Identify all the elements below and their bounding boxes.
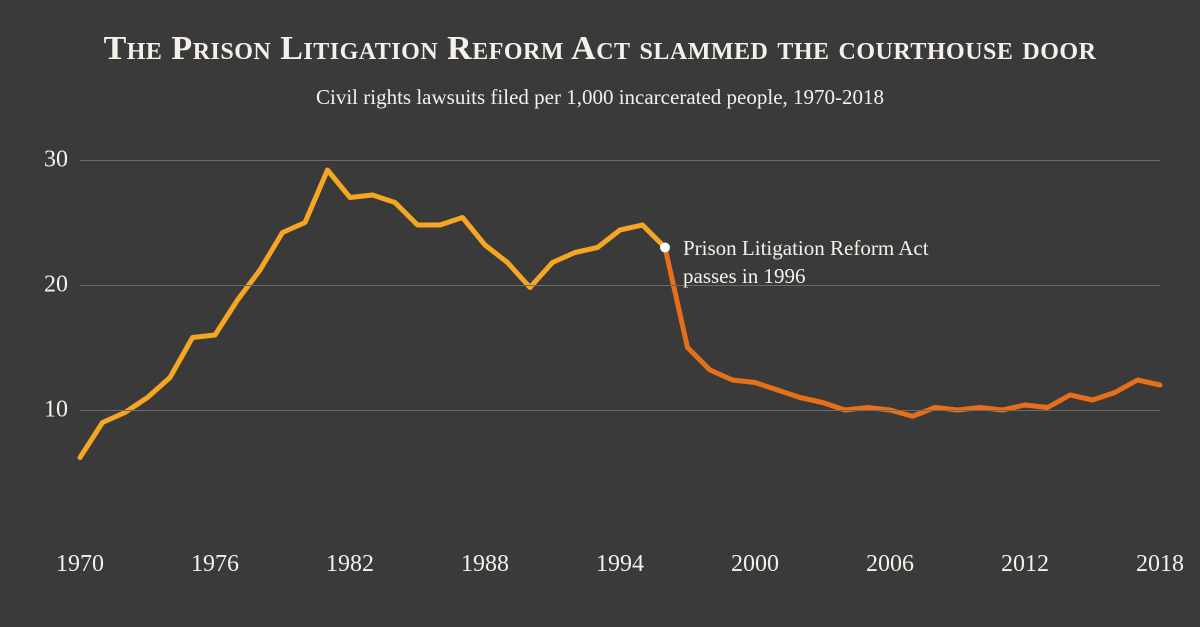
gridline xyxy=(80,285,1160,286)
x-axis-label: 2000 xyxy=(731,551,779,578)
x-axis-label: 2018 xyxy=(1136,551,1184,578)
gridline xyxy=(80,160,1160,161)
plot-area: 1020301970197619821988199420002006201220… xyxy=(80,135,1160,535)
x-axis-label: 1970 xyxy=(56,551,104,578)
x-axis-label: 2006 xyxy=(866,551,914,578)
x-axis-label: 2012 xyxy=(1001,551,1049,578)
y-axis-label: 20 xyxy=(44,272,68,299)
annotation-dot xyxy=(660,243,670,253)
annotation-label: Prison Litigation Reform Act passes in 1… xyxy=(683,234,929,291)
x-axis-label: 1994 xyxy=(596,551,644,578)
gridline xyxy=(80,410,1160,411)
line-layer xyxy=(80,135,1160,535)
y-axis-label: 10 xyxy=(44,397,68,424)
x-axis-label: 1988 xyxy=(461,551,509,578)
x-axis-label: 1982 xyxy=(326,551,374,578)
series-pre-1996 xyxy=(80,170,665,458)
chart-title: The Prison Litigation Reform Act slammed… xyxy=(0,30,1200,68)
x-axis-label: 1976 xyxy=(191,551,239,578)
chart-container: The Prison Litigation Reform Act slammed… xyxy=(0,0,1200,627)
chart-subtitle: Civil rights lawsuits filed per 1,000 in… xyxy=(0,85,1200,110)
y-axis-label: 30 xyxy=(44,147,68,174)
